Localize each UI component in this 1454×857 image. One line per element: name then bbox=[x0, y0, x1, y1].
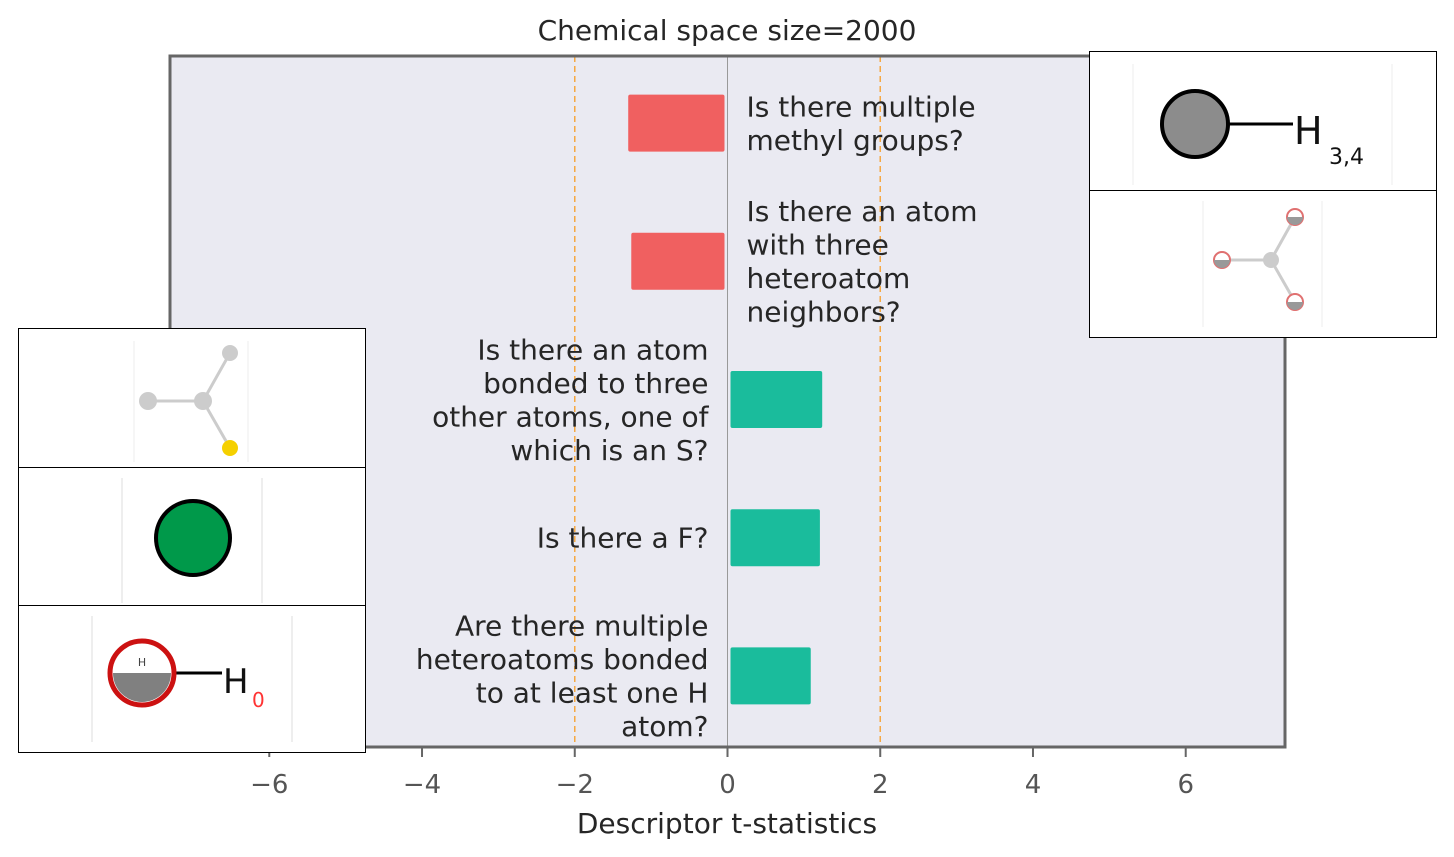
x-tick-label: −4 bbox=[403, 770, 441, 800]
x-axis-ticks: −6 −4 −2 0 2 4 6 bbox=[250, 747, 1194, 800]
bar-label: heteroatoms bonded bbox=[416, 643, 709, 676]
x-axis-label: Descriptor t-statistics bbox=[577, 807, 877, 840]
heteroatom-hydrogen-inset: H H 0 bbox=[18, 605, 366, 753]
neighbor-atom-icon bbox=[222, 345, 238, 361]
bar-label: methyl groups? bbox=[747, 124, 964, 157]
bar-label: Is there an atom bbox=[477, 333, 708, 366]
bar-label: which is an S? bbox=[510, 434, 708, 467]
bar-label: bonded to three bbox=[483, 367, 708, 400]
methyl-group-inset: H 3,4 bbox=[1089, 51, 1437, 192]
bar-label: Are there multiple bbox=[455, 610, 709, 643]
chart-title: Chemical space size=2000 bbox=[538, 14, 917, 47]
x-tick-label: −2 bbox=[556, 770, 594, 800]
bar-label: neighbors? bbox=[747, 296, 901, 329]
bar bbox=[631, 232, 725, 290]
reference-lines bbox=[574, 56, 881, 747]
bar-label: other atoms, one of bbox=[432, 400, 710, 433]
x-tick-label: 6 bbox=[1177, 770, 1194, 800]
heteroatom-small-label: H bbox=[138, 656, 146, 669]
center-atom-icon bbox=[194, 392, 212, 410]
hydrogen-label: H bbox=[223, 662, 249, 702]
carbon-atom-icon bbox=[1160, 89, 1230, 159]
bar-label: atom? bbox=[621, 710, 708, 743]
bar-label: Is there a F? bbox=[537, 522, 709, 555]
bar-label: Is there multiple bbox=[747, 90, 976, 123]
center-atom-icon bbox=[1263, 252, 1279, 268]
heteroatom-icon: H bbox=[107, 638, 177, 708]
x-tick-label: 2 bbox=[872, 770, 889, 800]
heteroatom-icon bbox=[1286, 208, 1304, 226]
three-heteroatom-neighbors-inset bbox=[1089, 190, 1437, 338]
bar bbox=[730, 371, 823, 428]
hydrogen-count-subscript: 3,4 bbox=[1329, 145, 1364, 170]
bars bbox=[628, 94, 823, 705]
bar-label: to at least one H bbox=[476, 677, 709, 710]
fluorine-inset bbox=[18, 467, 366, 608]
x-tick-label: 0 bbox=[719, 770, 736, 800]
bar-label: heteroatom bbox=[747, 262, 911, 295]
fluorine-atom-icon bbox=[154, 499, 232, 577]
sulfur-atom-icon bbox=[222, 440, 238, 456]
bar-label: Is there an atom bbox=[747, 195, 978, 228]
bar bbox=[730, 647, 811, 705]
heteroatom-icon bbox=[1213, 251, 1231, 269]
hydrogen-count-subscript: 0 bbox=[252, 688, 265, 712]
bar bbox=[730, 509, 820, 567]
heteroatom-icon bbox=[1286, 293, 1304, 311]
x-tick-label: 4 bbox=[1025, 770, 1042, 800]
x-tick-label: −6 bbox=[250, 770, 288, 800]
bar bbox=[628, 94, 725, 152]
neighbor-atom-icon bbox=[139, 392, 157, 410]
bar-label: with three bbox=[747, 229, 889, 262]
sulfur-neighbor-inset bbox=[18, 328, 366, 469]
hydrogen-label: H bbox=[1294, 109, 1323, 153]
